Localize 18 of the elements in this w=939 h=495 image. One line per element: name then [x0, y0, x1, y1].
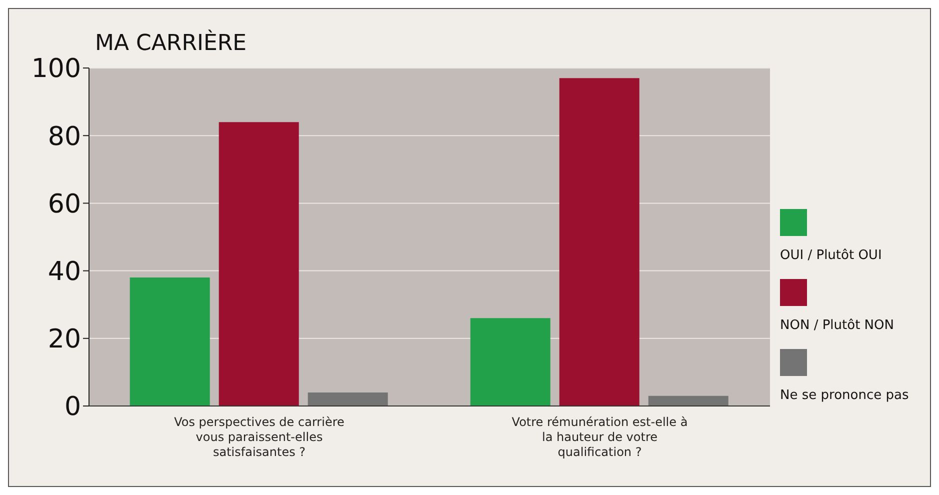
legend-label: Ne se prononce pas: [780, 388, 909, 403]
bar: [470, 318, 550, 406]
y-tick-label: 0: [64, 392, 81, 422]
x-tick-label: Votre rémunération est-elle à la hauteur de votre qualification ?: [512, 415, 688, 459]
bar: [648, 396, 728, 406]
bar: [308, 392, 388, 406]
x-tick-label: Vos perspectives de carrière vous paraissent-elles satisfaisantes ?: [174, 415, 344, 459]
y-tick-label: 80: [48, 122, 81, 152]
y-tick-label: 40: [48, 257, 81, 288]
bar: [218, 122, 299, 406]
bar: [559, 78, 640, 406]
bar: [130, 278, 210, 406]
legend-label: OUI / Plutôt OUI: [780, 248, 882, 263]
y-tick-label: 20: [48, 324, 81, 355]
y-tick-label: 60: [48, 189, 81, 220]
y-tick-label: 100: [31, 54, 81, 84]
legend-label: NON / Plutôt NON: [780, 318, 894, 333]
chart-title: MA CARRIÈRE: [95, 31, 247, 56]
